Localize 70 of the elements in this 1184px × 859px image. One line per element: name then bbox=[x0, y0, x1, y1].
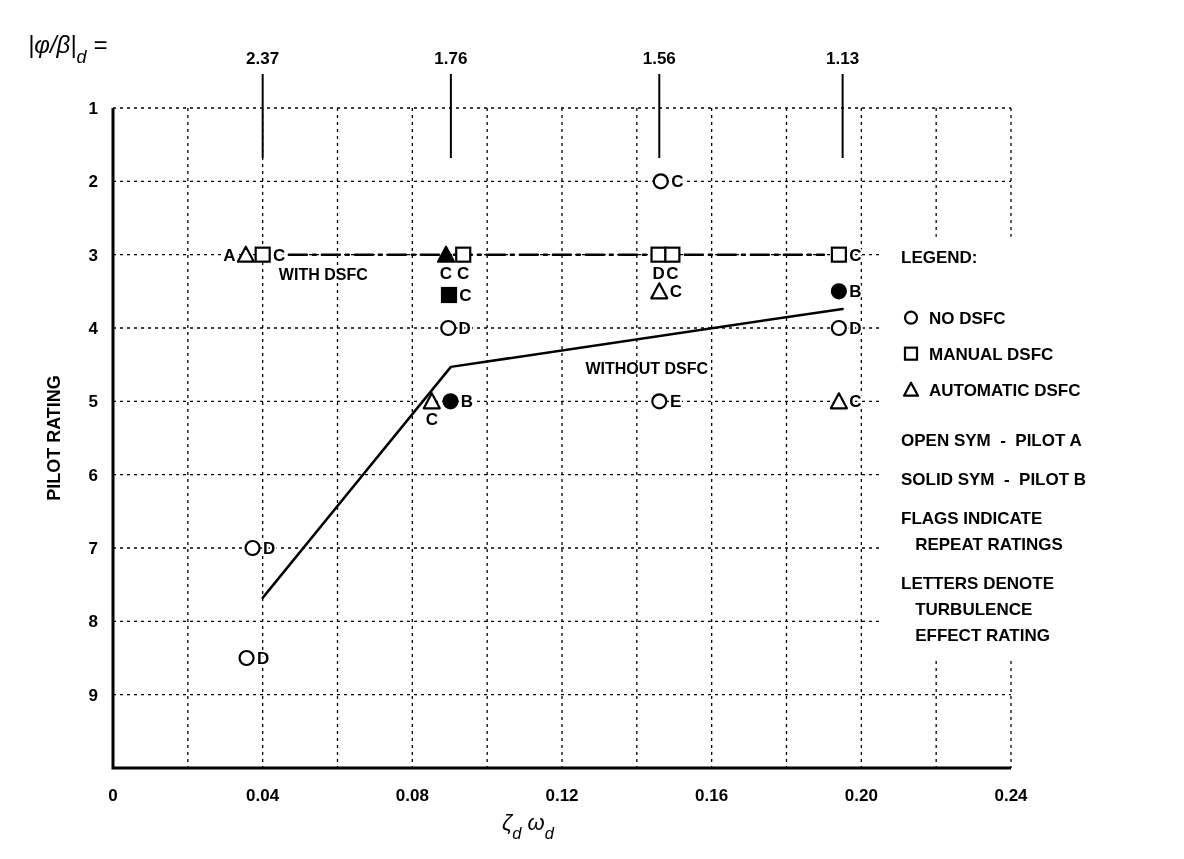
data-label: B bbox=[849, 282, 862, 302]
data-label: A bbox=[223, 245, 236, 265]
point bbox=[652, 173, 669, 190]
point bbox=[651, 393, 668, 410]
data-label: C bbox=[459, 286, 472, 305]
point bbox=[829, 392, 848, 410]
y-tick-label: 2 bbox=[88, 172, 98, 192]
x-tick-label: 0.16 bbox=[695, 786, 729, 805]
series-label: WITHOUT DSFC bbox=[585, 359, 709, 377]
point bbox=[440, 286, 458, 304]
data-label: C bbox=[671, 172, 684, 192]
point bbox=[830, 319, 847, 337]
point bbox=[236, 245, 255, 263]
legend-label: AUTOMATIC DSFC bbox=[929, 380, 1081, 400]
annotation: 2.37 bbox=[246, 49, 280, 68]
legend-title: LEGEND: bbox=[901, 247, 978, 267]
point bbox=[436, 245, 456, 263]
y-tick-label: 4 bbox=[88, 319, 99, 338]
annotation: 1.76 bbox=[434, 49, 468, 68]
point bbox=[254, 246, 271, 263]
point bbox=[422, 392, 441, 410]
y-tick-label: 9 bbox=[88, 685, 98, 705]
point bbox=[830, 283, 847, 300]
data-label: B bbox=[460, 392, 474, 412]
data-label: D bbox=[652, 263, 665, 283]
y-tick-label: 6 bbox=[88, 465, 98, 485]
data-label: C bbox=[666, 263, 679, 283]
x-tick-label: 0.12 bbox=[545, 786, 579, 805]
point bbox=[664, 246, 681, 263]
x-axis-title: ζ$_{d}$ω$_{d}$ bbox=[502, 810, 555, 842]
data-label: D bbox=[256, 649, 270, 668]
text: |φ/β|$_{d}$ = bbox=[28, 31, 108, 67]
point bbox=[440, 319, 457, 337]
annotation: SOLID SYM - PILOT B bbox=[901, 469, 1087, 489]
data-label: D bbox=[262, 539, 276, 558]
data-label: C bbox=[457, 263, 470, 283]
annotation: 1.56 bbox=[642, 49, 676, 68]
data-label: C bbox=[439, 263, 453, 283]
annotation: LETTERS DENOTE TURBULENCE EFFECT RATING bbox=[901, 573, 1055, 645]
data-label: C bbox=[849, 392, 862, 412]
y-tick-label: 7 bbox=[88, 539, 98, 558]
x-tick-label: 0.20 bbox=[844, 786, 878, 805]
series-label: WITH DSFC bbox=[278, 265, 369, 283]
x-tick-label: 0.04 bbox=[246, 786, 280, 805]
data-label: C bbox=[849, 245, 862, 265]
data-label: D bbox=[849, 319, 862, 338]
data-label: D bbox=[458, 319, 471, 338]
y-tick-label: 8 bbox=[88, 612, 98, 632]
legend-label: NO DSFC bbox=[929, 308, 1006, 328]
point bbox=[830, 246, 847, 263]
data-label: C bbox=[425, 410, 438, 430]
point bbox=[244, 539, 261, 557]
annotation: FLAGS INDICATE REPEAT RATINGS bbox=[901, 508, 1063, 554]
y-tick-label: 1 bbox=[88, 99, 98, 118]
y-tick-label: 5 bbox=[88, 392, 98, 412]
y-axis-title: PILOT RATING bbox=[44, 375, 64, 501]
annotation: 1.13 bbox=[826, 49, 860, 68]
x-tick-label: 0.24 bbox=[994, 786, 1029, 805]
x-tick-label: 0 bbox=[108, 786, 118, 805]
point bbox=[442, 393, 459, 410]
data-label: E bbox=[670, 392, 682, 412]
data-label: C bbox=[273, 245, 286, 265]
x-tick-label: 0.08 bbox=[395, 786, 429, 805]
point bbox=[650, 282, 669, 300]
y-tick-label: 3 bbox=[88, 245, 98, 265]
point bbox=[238, 649, 255, 667]
legend-label: MANUAL DSFC bbox=[929, 344, 1054, 364]
point bbox=[455, 246, 472, 263]
annotation: OPEN SYM - PILOT A bbox=[901, 430, 1082, 450]
data-label: C bbox=[669, 282, 682, 302]
